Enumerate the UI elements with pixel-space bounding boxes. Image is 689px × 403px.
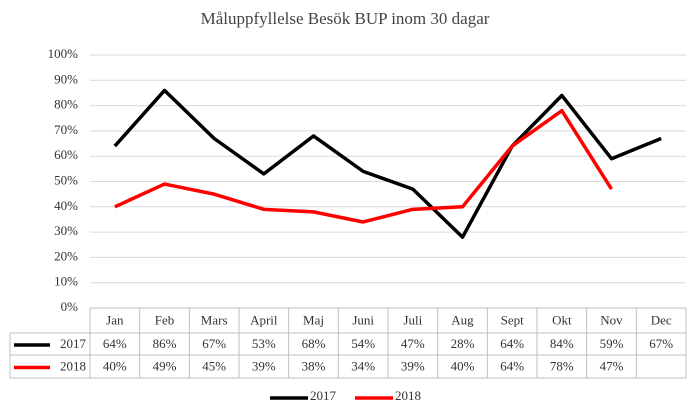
legend-label: 2018 xyxy=(395,388,421,403)
series-line xyxy=(113,88,662,239)
table-value: 45% xyxy=(202,358,226,373)
table-value: 78% xyxy=(550,358,574,373)
table-value: 47% xyxy=(600,358,624,373)
y-tick-label: 100% xyxy=(48,46,79,61)
table-value: 64% xyxy=(103,336,127,351)
x-tick-label: Maj xyxy=(303,312,324,327)
table-value: 67% xyxy=(202,336,226,351)
table-value: 86% xyxy=(153,336,177,351)
table-value: 64% xyxy=(500,336,524,351)
table-value: 39% xyxy=(401,358,425,373)
x-tick-label: Okt xyxy=(552,312,572,327)
table-value: 54% xyxy=(351,336,375,351)
x-tick-label: Dec xyxy=(651,312,672,327)
y-tick-label: 10% xyxy=(54,274,78,289)
y-tick-label: 80% xyxy=(54,97,78,112)
x-tick-label: April xyxy=(250,312,278,327)
table-value: 34% xyxy=(351,358,375,373)
y-tick-label: 20% xyxy=(54,248,78,263)
x-tick-label: Nov xyxy=(600,312,623,327)
table-value: 49% xyxy=(153,358,177,373)
legend-label: 2017 xyxy=(310,388,337,403)
table-value: 40% xyxy=(103,358,127,373)
table-value: 40% xyxy=(451,358,475,373)
y-tick-label: 70% xyxy=(54,122,78,137)
series-line xyxy=(114,108,613,224)
y-tick-label: 60% xyxy=(54,147,78,162)
table-value: 84% xyxy=(550,336,574,351)
table-value: 68% xyxy=(302,336,326,351)
x-tick-label: Juni xyxy=(352,312,374,327)
x-tick-label: Aug xyxy=(451,312,474,327)
x-tick-label: Mars xyxy=(201,312,228,327)
x-tick-label: Jan xyxy=(106,312,124,327)
table-value: 53% xyxy=(252,336,276,351)
chart-title: Måluppfyllelse Besök BUP inom 30 dagar xyxy=(201,9,490,28)
y-tick-label: 50% xyxy=(54,172,78,187)
table-value: 28% xyxy=(451,336,475,351)
x-tick-label: Sept xyxy=(501,312,525,327)
table-value: 67% xyxy=(649,336,673,351)
y-tick-label: 40% xyxy=(54,198,78,213)
table-value: 59% xyxy=(600,336,624,351)
y-tick-label: 90% xyxy=(54,71,78,86)
y-tick-label: 30% xyxy=(54,223,78,238)
table-value: 38% xyxy=(302,358,326,373)
x-tick-label: Feb xyxy=(155,312,175,327)
table-value: 64% xyxy=(500,358,524,373)
table-series-name: 2017 xyxy=(60,336,87,351)
table-series-name: 2018 xyxy=(60,358,86,373)
x-tick-label: Juli xyxy=(403,312,422,327)
table-value: 39% xyxy=(252,358,276,373)
table-value: 47% xyxy=(401,336,425,351)
y-tick-label: 0% xyxy=(61,299,79,314)
